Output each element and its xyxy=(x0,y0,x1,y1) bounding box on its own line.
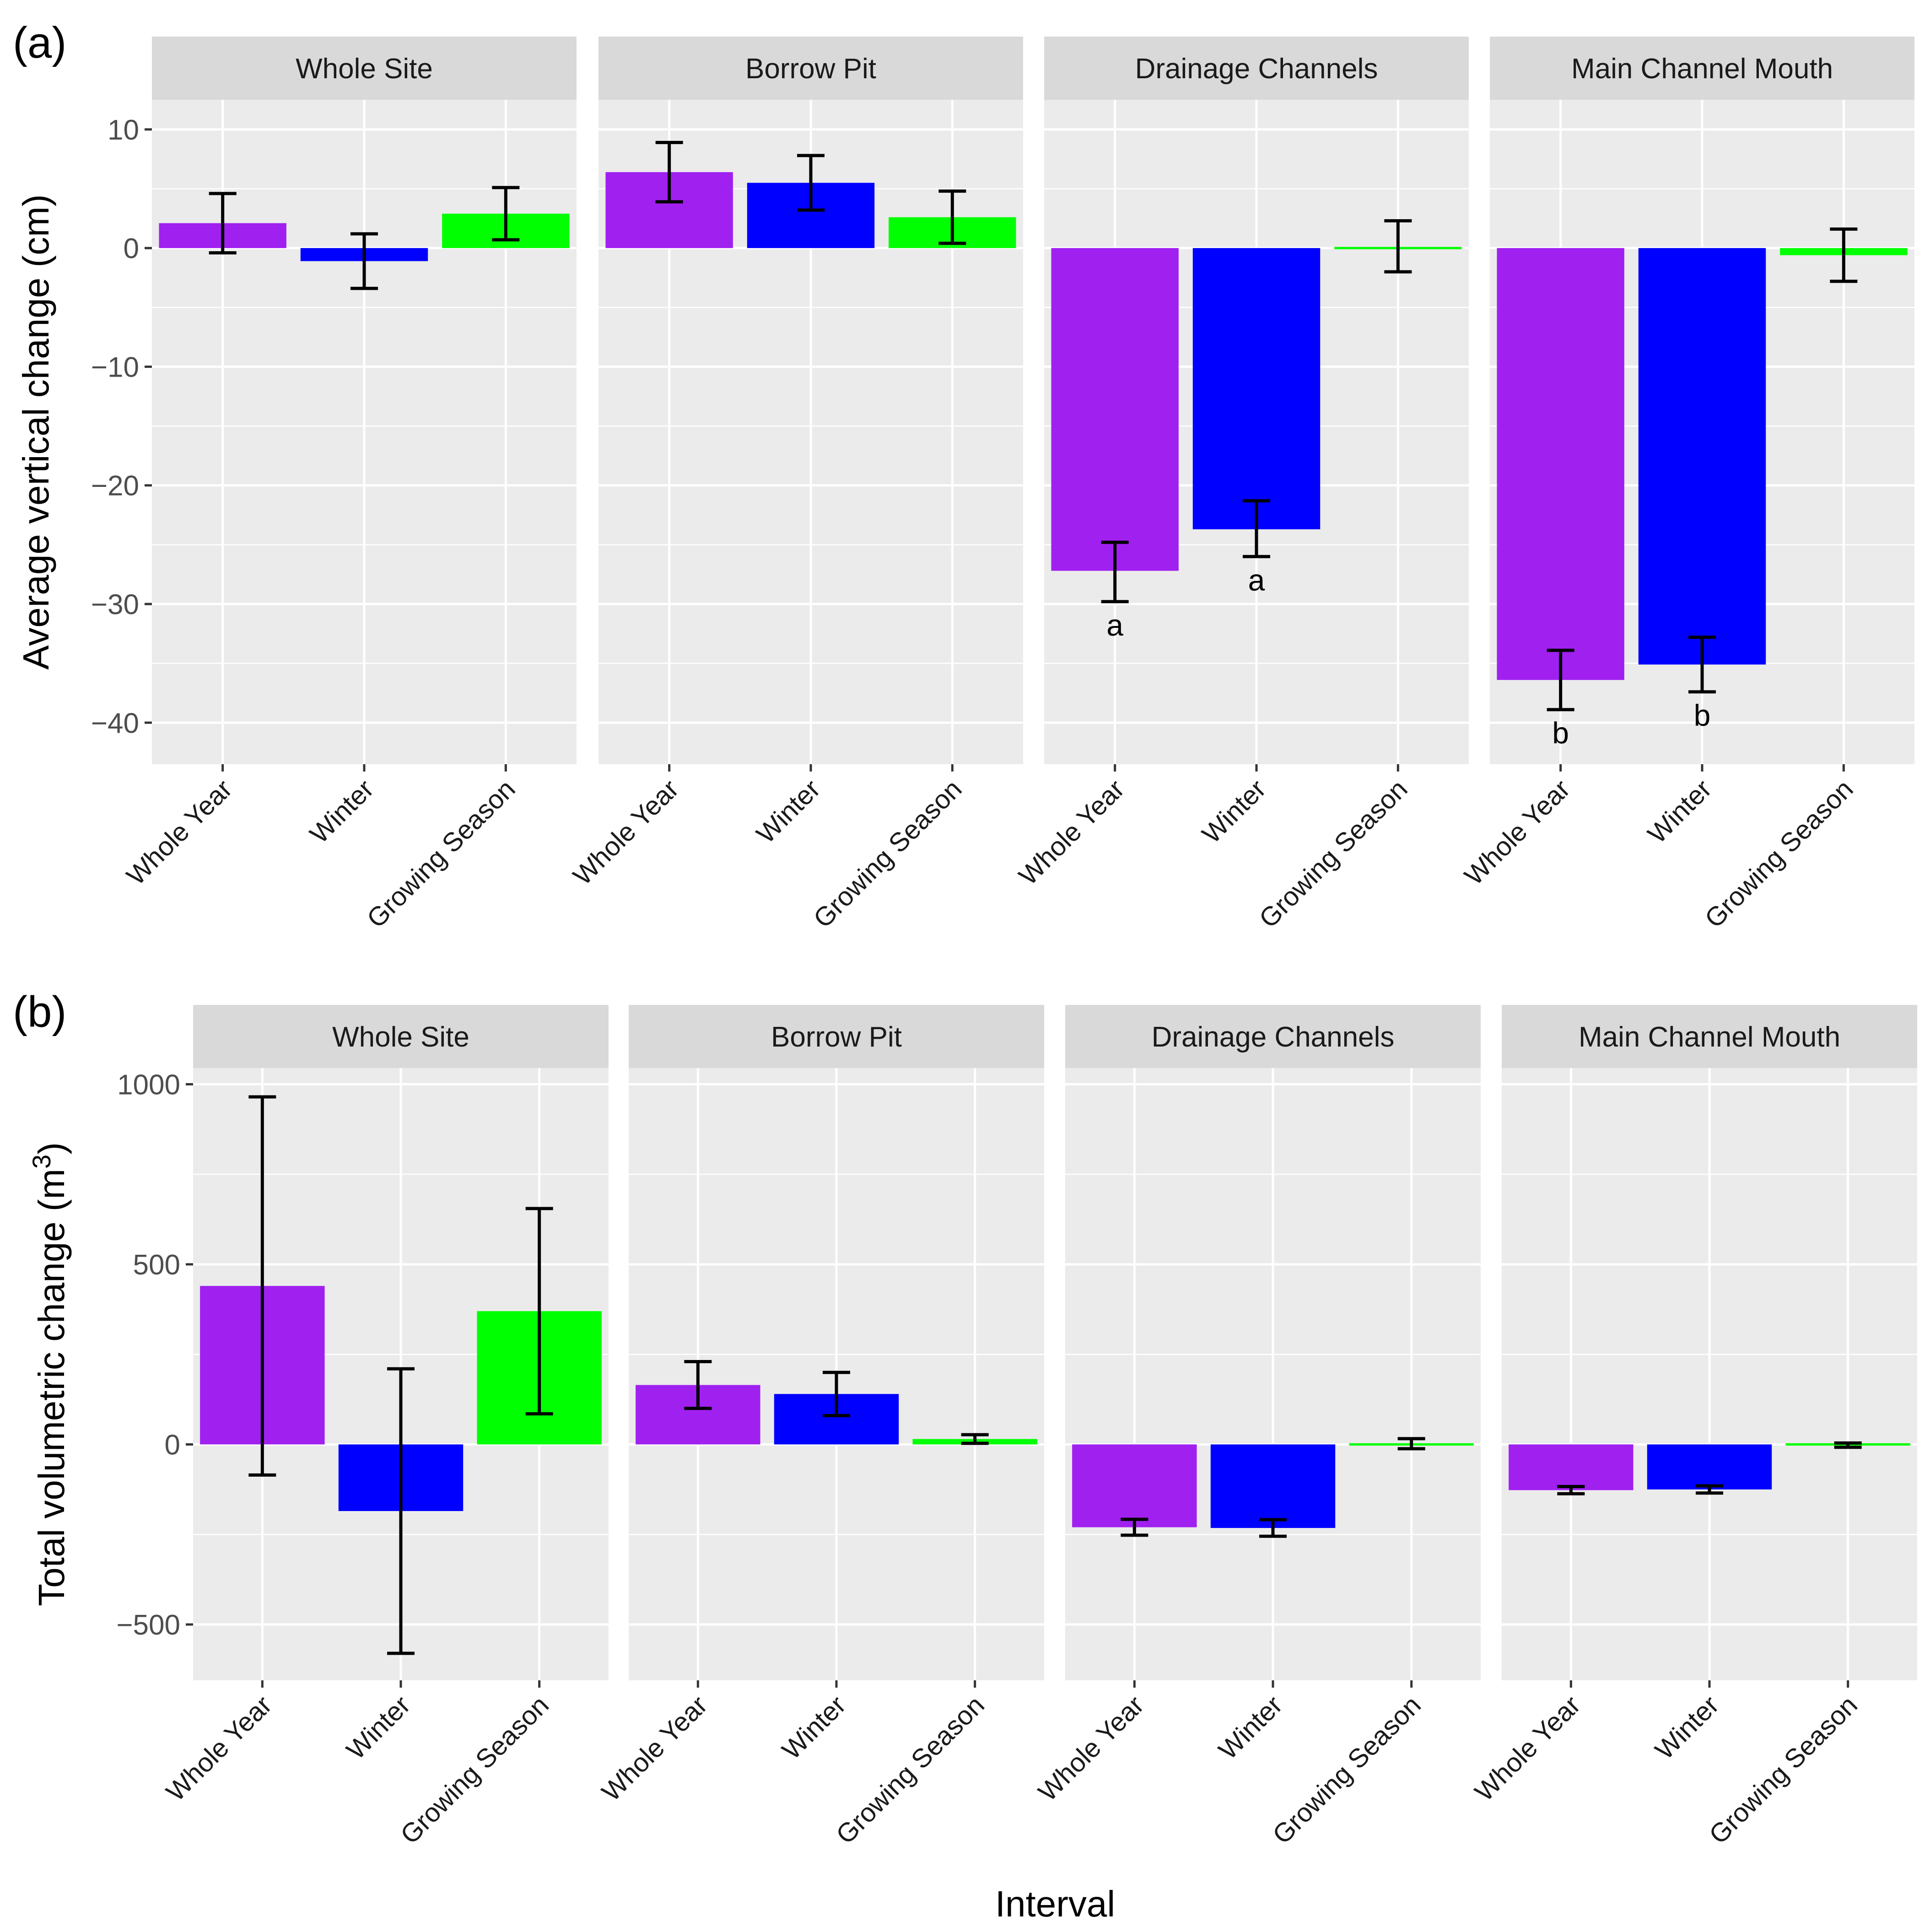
bar-whole-year xyxy=(1497,248,1624,680)
x-tick-label: Whole Year xyxy=(121,774,238,891)
x-tick-label: Growing Season xyxy=(1267,1690,1427,1850)
x-tick-label: Whole Year xyxy=(567,774,685,891)
x-tick-label: Winter xyxy=(776,1690,852,1765)
facet-strip xyxy=(1490,37,1914,100)
facet-strip xyxy=(629,1005,1044,1068)
panel-tag: (b) xyxy=(13,988,66,1036)
x-tick-label: Whole Year xyxy=(1459,774,1576,891)
facet-title: Borrow Pit xyxy=(745,53,876,85)
x-tick-label: Winter xyxy=(1213,1690,1288,1765)
bar-whole-year xyxy=(1051,248,1179,571)
facet-strip xyxy=(598,37,1023,100)
facet-main-channel-mouth: Main Channel Mouth b b Whole Year WinterGrow… xyxy=(1459,37,1914,934)
x-tick-label: Growing Season xyxy=(361,774,521,934)
x-tick-label: Growing Season xyxy=(395,1690,555,1850)
panel-tag: (a) xyxy=(13,18,66,67)
bar-whole-year xyxy=(1509,1444,1633,1490)
facet-title: Whole Site xyxy=(296,53,433,85)
bar-winter xyxy=(1638,248,1766,665)
facet-strip xyxy=(193,1005,609,1068)
y-tick-label: 0 xyxy=(165,1429,180,1461)
y-tick-label: −500 xyxy=(116,1609,180,1641)
x-tick-label: Winter xyxy=(751,774,826,849)
facet-title: Drainage Channels xyxy=(1152,1021,1395,1053)
y-tick-label: 10 xyxy=(108,114,139,146)
x-tick-label: Growing Season xyxy=(1253,774,1413,934)
significance-label: a xyxy=(1106,608,1123,642)
facet-drainage-channels: Drainage Channels a a Whole Year WinterGrowi… xyxy=(1013,37,1469,934)
x-tick-label: Whole Year xyxy=(1013,774,1130,891)
bar-whole-year xyxy=(1072,1444,1197,1527)
x-tick-label: Winter xyxy=(1650,1690,1725,1765)
facet-title: Whole Site xyxy=(332,1021,469,1053)
facet-title: Main Channel Mouth xyxy=(1579,1021,1840,1053)
x-tick-label: Growing Season xyxy=(808,774,967,934)
significance-label: b xyxy=(1694,698,1711,732)
x-tick-label: Growing Season xyxy=(1699,774,1859,934)
y-axis-title: Average vertical change (cm) xyxy=(16,194,56,670)
significance-label: b xyxy=(1552,716,1569,750)
y-axis-title-main: Total volumetric change (m xyxy=(31,1169,72,1606)
y-tick-label: −30 xyxy=(91,589,139,621)
y-tick-label: −20 xyxy=(91,470,139,502)
y-tick-label: 500 xyxy=(133,1249,180,1281)
significance-label: a xyxy=(1248,563,1265,597)
facet-main-channel-mouth: Main Channel Mouth Whole Year WinterGrowin… xyxy=(1469,1005,1917,1850)
x-axis-title: Interval xyxy=(995,1883,1115,1924)
y-tick-label: 0 xyxy=(124,233,139,264)
y-tick-label: −10 xyxy=(91,351,139,383)
facet-strip xyxy=(1065,1005,1481,1068)
facet-strip xyxy=(1044,37,1469,100)
x-tick-label: Winter xyxy=(1197,774,1272,849)
facet-title: Drainage Channels xyxy=(1135,53,1378,85)
facet-strip xyxy=(152,37,577,100)
x-tick-label: Winter xyxy=(304,774,379,849)
x-tick-label: Winter xyxy=(1642,774,1717,849)
facet-strip xyxy=(1502,1005,1917,1068)
x-tick-label: Whole Year xyxy=(1469,1690,1586,1807)
y-axis-title: Total volumetric change (m3) xyxy=(27,1142,72,1606)
y-axis-title-superscript: 3 xyxy=(27,1155,56,1169)
facet-drainage-channels: Drainage Channels Whole Year WinterGrowing… xyxy=(1033,1005,1481,1850)
bar-winter xyxy=(1210,1444,1336,1528)
x-tick-label: Whole Year xyxy=(596,1690,713,1807)
x-tick-label: Whole Year xyxy=(161,1690,278,1807)
x-tick-label: Winter xyxy=(341,1690,416,1765)
x-tick-label: Growing Season xyxy=(830,1690,990,1850)
x-tick-label: Whole Year xyxy=(1033,1690,1150,1807)
facet-title: Main Channel Mouth xyxy=(1571,53,1833,85)
x-tick-label: Growing Season xyxy=(1704,1690,1863,1850)
y-tick-label: 1000 xyxy=(117,1069,180,1101)
bar-winter xyxy=(1192,248,1321,529)
bar-winter xyxy=(1647,1444,1772,1489)
facet-title: Borrow Pit xyxy=(771,1021,902,1053)
y-axis-title-end: ) xyxy=(31,1142,72,1155)
y-tick-label: −40 xyxy=(91,707,139,739)
